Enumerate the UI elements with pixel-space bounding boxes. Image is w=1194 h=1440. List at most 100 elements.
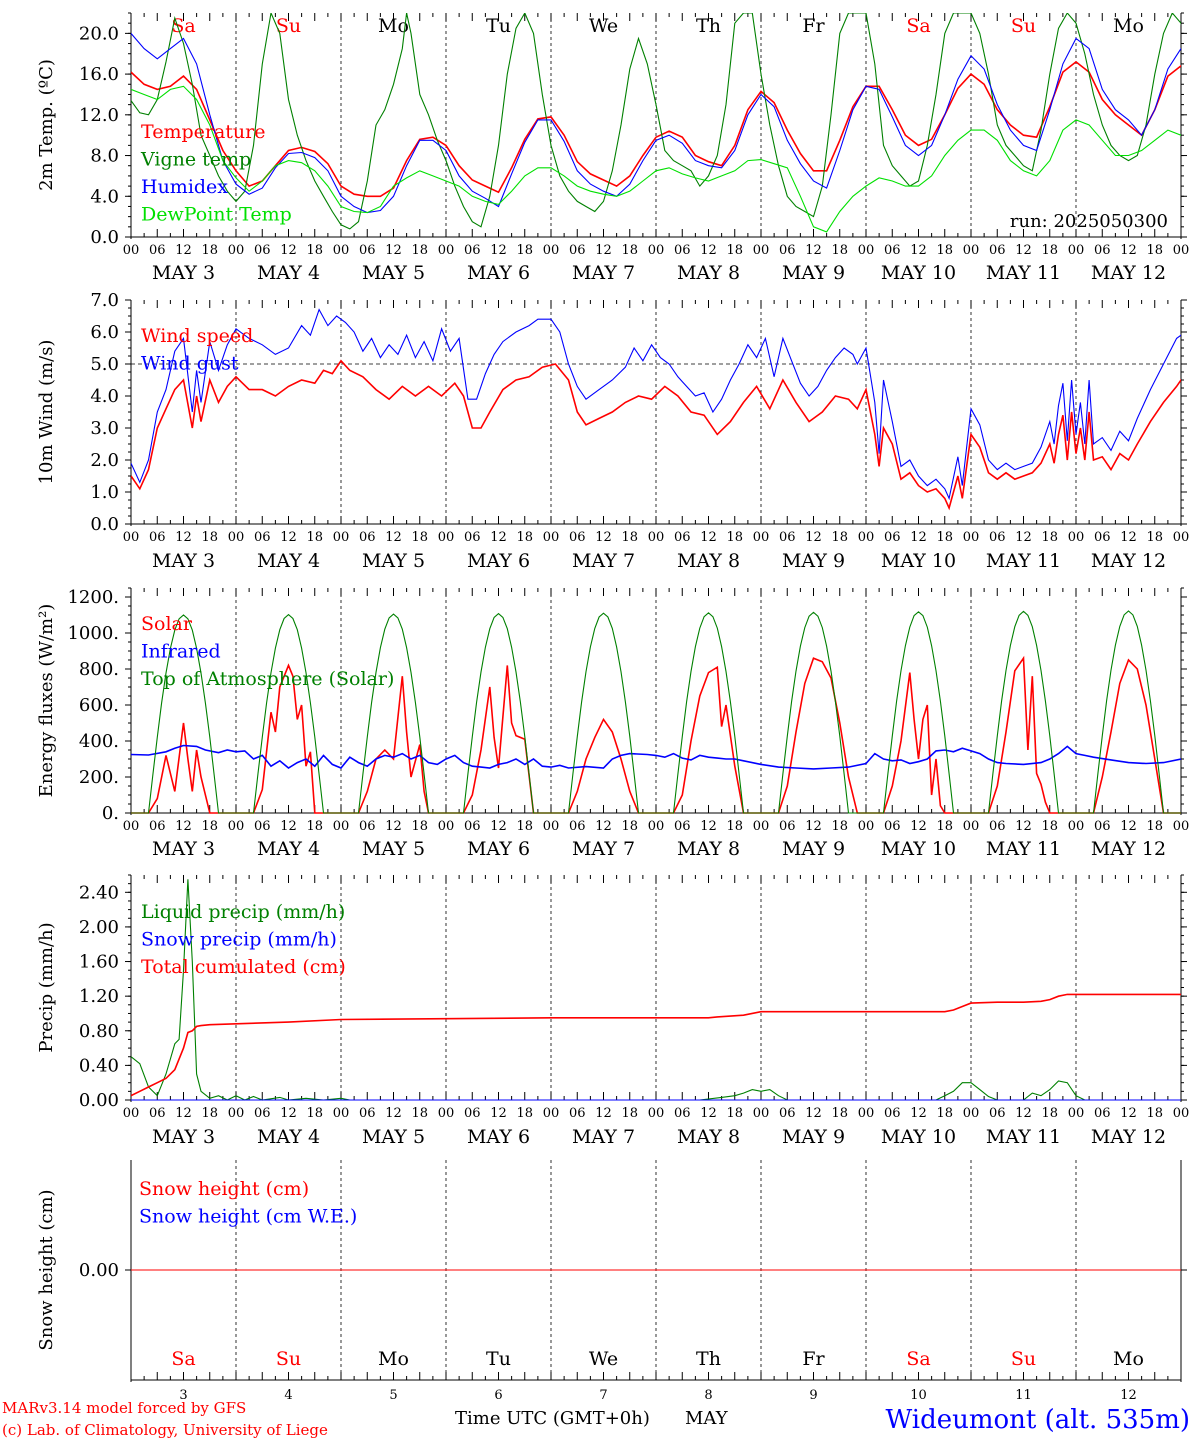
day-axis-label: MAY 9 [782, 550, 845, 572]
hour-tick-label: 06 [464, 819, 481, 834]
hour-tick-label: 00 [438, 243, 455, 258]
hour-tick-label: 06 [884, 1106, 901, 1121]
hour-tick-label: 06 [989, 1106, 1006, 1121]
hour-tick-label: 12 [700, 819, 717, 834]
hour-tick-label: 12 [805, 530, 822, 545]
day-axis-label: MAY 10 [881, 1126, 956, 1148]
y-tick-label: 600. [79, 695, 119, 716]
footer-credit: (c) Lab. of Climatology, University of L… [2, 1421, 328, 1439]
station-label: Wideumont (alt. 535m) [886, 1405, 1190, 1435]
weekday-label: Sa [906, 1348, 930, 1370]
hour-tick-label: 00 [963, 1106, 980, 1121]
hour-tick-label: 12 [385, 243, 402, 258]
y-tick-label: 200. [79, 767, 119, 788]
hour-tick-label: 12 [280, 530, 297, 545]
hour-tick-label: 12 [280, 1106, 297, 1121]
hour-tick-label: 00 [123, 530, 140, 545]
hour-tick-label: 00 [858, 819, 875, 834]
hour-tick-label: 12 [1120, 243, 1137, 258]
y-axis-title: Precip (mm/h) [36, 922, 57, 1052]
panel-temperature: 0.0 4.0 8.0 12.0 16.0 20.0 2m Temp. (ºC) 00 06 12… [36, 12, 1190, 284]
y-tick-label: 3.0 [90, 418, 119, 439]
weekday-label: Sa [171, 15, 195, 37]
y-tick-label: 6.0 [90, 322, 119, 343]
weekday-label: Tu [486, 1348, 511, 1370]
day-axis-label: MAY 4 [257, 550, 320, 572]
hour-tick-label: 18 [306, 1106, 323, 1121]
weekday-label: Sa [171, 1348, 195, 1370]
hour-tick-label: 00 [1068, 530, 1085, 545]
y-tick-label: 20.0 [79, 23, 119, 44]
hour-tick-label: 00 [543, 1106, 560, 1121]
day-axis-label: MAY 7 [572, 262, 635, 284]
hour-tick-label: 18 [831, 819, 848, 834]
day-axis-label: MAY 10 [881, 262, 956, 284]
hour-tick-label: 00 [858, 1106, 875, 1121]
day-date-label: 8 [704, 1388, 712, 1403]
y-tick-label: 1.20 [79, 986, 119, 1007]
hour-tick-label: 12 [490, 1106, 507, 1121]
panel-precip: 0.00 0.40 0.80 1.20 1.60 2.00 2.40 Precip (mm/h… [36, 874, 1190, 1148]
hour-tick-label: 12 [385, 1106, 402, 1121]
weekday-label: Fr [802, 1348, 825, 1370]
hour-tick-label: 18 [1146, 819, 1163, 834]
hour-tick-label: 12 [1120, 1106, 1137, 1121]
legend-entry: Wind speed [141, 325, 253, 347]
day-axis-label: MAY 5 [362, 550, 425, 572]
run-label: run: 2025050300 [1010, 211, 1168, 232]
y-tick-label: 400. [79, 731, 119, 752]
day-axis-label: MAY 7 [572, 1126, 635, 1148]
hour-tick-label: 06 [884, 819, 901, 834]
y-tick-label: 2.00 [79, 917, 119, 938]
hour-tick-label: 18 [726, 530, 743, 545]
hour-tick-label: 06 [569, 530, 586, 545]
day-axis-label: MAY 10 [881, 550, 956, 572]
day-axis-label: MAY 8 [677, 838, 740, 860]
day-axis-label: MAY 6 [467, 550, 530, 572]
hour-tick-label: 06 [1094, 819, 1111, 834]
legend-entry: Snow height (cm) [139, 1178, 309, 1200]
hour-tick-label: 12 [805, 819, 822, 834]
day-axis-label: MAY 4 [257, 262, 320, 284]
y-tick-label: 0.0 [90, 514, 119, 535]
hour-tick-label: 18 [201, 1106, 218, 1121]
hour-tick-label: 06 [674, 243, 691, 258]
hour-tick-label: 00 [1173, 1106, 1190, 1121]
hour-tick-label: 00 [1173, 243, 1190, 258]
series-line [131, 993, 1181, 1097]
y-tick-label: 2.0 [90, 450, 119, 471]
hour-tick-label: 18 [1041, 530, 1058, 545]
day-axis-label: MAY 3 [152, 262, 215, 284]
hour-tick-label: 06 [149, 243, 166, 258]
weekday-label: Su [1011, 1348, 1036, 1370]
meteogram-panels: 0.0 4.0 8.0 12.0 16.0 20.0 2m Temp. (ºC) 00 06 12… [36, 12, 1190, 1403]
day-axis-label: MAY 6 [467, 262, 530, 284]
legend-entry: Humidex [141, 176, 228, 198]
hour-tick-label: 18 [831, 1106, 848, 1121]
legend-entry: DewPoint Temp [141, 204, 292, 226]
weekday-label: Th [696, 15, 721, 37]
hour-tick-label: 00 [753, 530, 770, 545]
x-axis-month: MAY [685, 1408, 729, 1429]
hour-tick-label: 06 [254, 1106, 271, 1121]
hour-tick-label: 06 [674, 530, 691, 545]
legend-entry: Infrared [141, 641, 221, 663]
weekday-label: Sa [906, 15, 930, 37]
hour-tick-label: 00 [228, 819, 245, 834]
hour-tick-label: 18 [1041, 819, 1058, 834]
hour-tick-label: 00 [123, 1106, 140, 1121]
hour-tick-label: 06 [779, 530, 796, 545]
hour-tick-label: 06 [254, 819, 271, 834]
hour-tick-label: 06 [674, 1106, 691, 1121]
legend-entry: Wind gust [141, 353, 239, 375]
day-axis-label: MAY 8 [677, 550, 740, 572]
hour-tick-label: 06 [149, 530, 166, 545]
day-date-label: 10 [910, 1388, 927, 1403]
day-axis-label: MAY 11 [986, 262, 1061, 284]
hour-tick-label: 00 [333, 530, 350, 545]
hour-tick-label: 18 [936, 530, 953, 545]
hour-tick-label: 06 [359, 530, 376, 545]
day-axis-label: MAY 3 [152, 838, 215, 860]
y-tick-label: 7.0 [90, 290, 119, 311]
